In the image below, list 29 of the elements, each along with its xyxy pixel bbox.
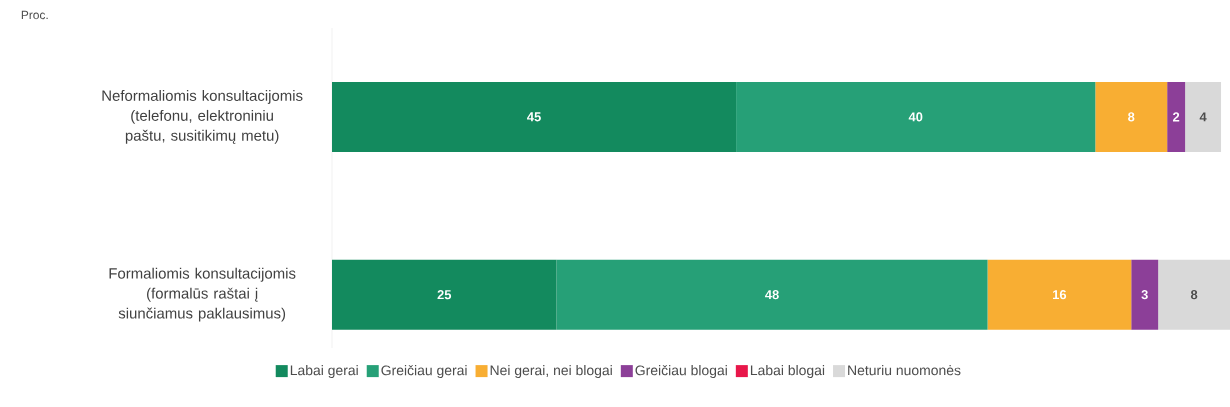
bar <box>1131 259 1159 330</box>
data-label: 2 <box>1172 112 1180 122</box>
text: Proc. <box>21 10 48 20</box>
data-label: 3 <box>1141 290 1148 300</box>
bar <box>332 259 557 330</box>
legend-label: Labai gerai <box>290 365 358 379</box>
legend-label: Greičiau blogai <box>635 364 727 379</box>
legend-label: Labai blogai <box>750 365 825 379</box>
data-label: 4 <box>1199 112 1207 122</box>
data-label: 8 <box>1190 290 1198 300</box>
bar <box>1158 259 1230 330</box>
bar <box>556 259 988 330</box>
bar <box>1167 81 1186 152</box>
bar <box>987 259 1132 330</box>
data-label: 25 <box>437 290 452 300</box>
data-label: 40 <box>908 112 923 122</box>
legend-label: Nei gerai, nei blogai <box>490 365 612 379</box>
data-label: 45 <box>527 112 541 122</box>
data-label: 8 <box>1128 112 1135 122</box>
bar <box>332 81 737 152</box>
data-label: 48 <box>765 290 779 300</box>
y-tick-label: Formaliomis konsultacijomis (formalūs raštai į siunčiamus paklausimus) <box>109 267 296 322</box>
y-tick-label: Neformaliomis konsultacijomis (telefonu, elektroniniu paštu, susitikimų metu) <box>102 89 303 144</box>
bar <box>1095 81 1168 152</box>
bar <box>736 81 1096 152</box>
legend-label: Greičiau gerai <box>381 364 467 379</box>
bar <box>1185 81 1222 152</box>
data-label: 16 <box>1053 290 1067 300</box>
legend-label: Neturiu nuomonės <box>848 365 961 376</box>
